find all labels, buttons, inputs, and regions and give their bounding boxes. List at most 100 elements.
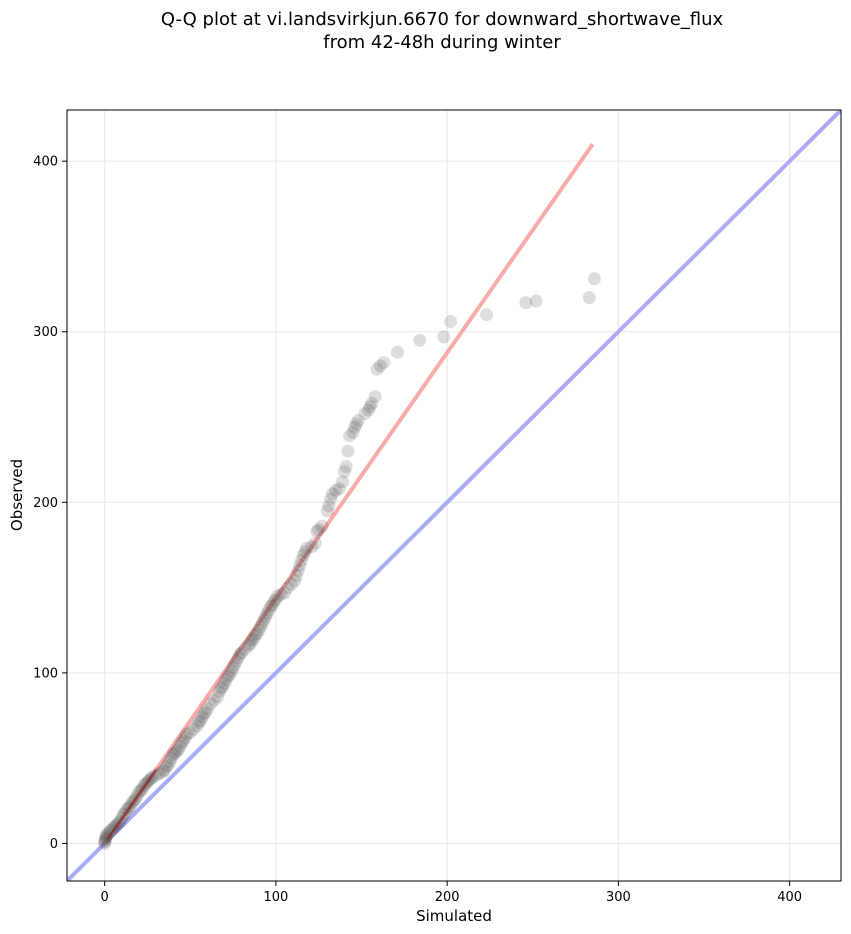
chart-subtitle: from 42-48h during winter bbox=[323, 32, 561, 53]
data-point bbox=[158, 763, 172, 777]
data-point bbox=[339, 460, 353, 474]
data-point bbox=[180, 727, 194, 741]
data-point bbox=[175, 736, 189, 750]
data-point bbox=[197, 707, 211, 721]
data-point bbox=[365, 396, 379, 410]
data-point bbox=[349, 417, 363, 431]
data-point bbox=[320, 504, 334, 518]
data-point bbox=[103, 825, 117, 839]
data-point bbox=[161, 758, 175, 772]
y-tick-label: 400 bbox=[33, 155, 58, 170]
data-point bbox=[332, 482, 346, 496]
data-point bbox=[99, 828, 113, 842]
reference-lines bbox=[67, 110, 841, 881]
data-point bbox=[308, 536, 322, 550]
data-point bbox=[163, 755, 177, 769]
data-point bbox=[219, 673, 233, 687]
data-point bbox=[214, 681, 228, 695]
data-point bbox=[230, 654, 244, 668]
data-point bbox=[178, 731, 192, 745]
data-point bbox=[519, 296, 533, 310]
data-point bbox=[254, 620, 267, 634]
y-tick-label: 100 bbox=[33, 666, 58, 681]
data-point bbox=[252, 623, 266, 637]
data-point bbox=[218, 676, 232, 690]
data-point bbox=[370, 362, 384, 376]
x-tick-label: 0 bbox=[101, 890, 109, 905]
data-point bbox=[368, 390, 382, 404]
fit-line-dense-segment bbox=[107, 769, 157, 840]
x-tick-label: 400 bbox=[777, 890, 802, 905]
chart-title: Q-Q plot at vi.landsvirkjun.6670 for dow… bbox=[161, 9, 724, 30]
data-point bbox=[437, 330, 451, 344]
data-point bbox=[200, 702, 214, 716]
axis-ticks: 0 100 200 300 400 0 100 200 300 400 bbox=[33, 155, 802, 905]
data-point bbox=[312, 523, 326, 537]
data-point bbox=[98, 836, 112, 850]
data-point bbox=[171, 743, 185, 757]
data-point bbox=[358, 407, 372, 421]
data-point bbox=[529, 294, 543, 308]
data-point bbox=[298, 545, 312, 559]
data-point bbox=[156, 765, 170, 779]
data-point bbox=[361, 403, 375, 417]
data-point bbox=[255, 616, 269, 630]
data-point bbox=[195, 710, 209, 724]
data-point bbox=[238, 642, 252, 656]
data-point bbox=[98, 835, 112, 849]
data-point bbox=[231, 651, 245, 665]
data-point bbox=[284, 577, 298, 591]
x-tick-label: 200 bbox=[435, 890, 460, 905]
data-point bbox=[291, 564, 305, 578]
x-tick-label: 100 bbox=[263, 890, 288, 905]
data-point bbox=[173, 739, 187, 753]
data-point bbox=[274, 587, 288, 601]
data-point bbox=[444, 315, 458, 329]
data-point bbox=[170, 744, 184, 758]
data-point bbox=[325, 487, 339, 501]
data-point bbox=[242, 639, 256, 653]
y-axis-label: Observed bbox=[8, 459, 26, 531]
data-point bbox=[166, 748, 180, 762]
data-point bbox=[265, 598, 279, 612]
data-point bbox=[207, 693, 221, 707]
data-point bbox=[324, 492, 338, 506]
x-axis-label: Simulated bbox=[416, 907, 492, 925]
data-point bbox=[99, 830, 113, 844]
data-point bbox=[341, 444, 355, 458]
data-point bbox=[228, 657, 242, 671]
data-point bbox=[300, 541, 314, 555]
grid-lines bbox=[67, 110, 841, 881]
data-point bbox=[587, 272, 601, 286]
data-point bbox=[264, 599, 278, 613]
data-point bbox=[267, 594, 281, 608]
data-point bbox=[194, 714, 208, 728]
data-point bbox=[262, 603, 276, 617]
data-point bbox=[212, 685, 226, 699]
plot-frame bbox=[66, 109, 842, 882]
data-point bbox=[337, 465, 351, 479]
data-point bbox=[322, 499, 336, 513]
data-points bbox=[98, 272, 601, 850]
data-point bbox=[99, 831, 113, 845]
data-point bbox=[211, 690, 225, 704]
data-point bbox=[315, 519, 329, 533]
data-point bbox=[582, 291, 596, 305]
data-point bbox=[233, 647, 247, 661]
y-tick-label: 0 bbox=[50, 837, 58, 852]
data-point bbox=[336, 475, 350, 489]
data-point bbox=[204, 697, 218, 711]
data-point bbox=[295, 553, 309, 567]
data-point bbox=[159, 760, 173, 774]
data-point bbox=[373, 359, 387, 373]
data-point bbox=[346, 425, 360, 439]
data-point bbox=[168, 746, 182, 760]
data-point bbox=[183, 726, 197, 740]
data-point bbox=[248, 628, 262, 642]
data-point bbox=[413, 333, 427, 347]
data-point bbox=[243, 637, 257, 651]
data-point bbox=[176, 734, 190, 748]
data-point bbox=[105, 823, 119, 837]
data-point bbox=[250, 627, 264, 641]
